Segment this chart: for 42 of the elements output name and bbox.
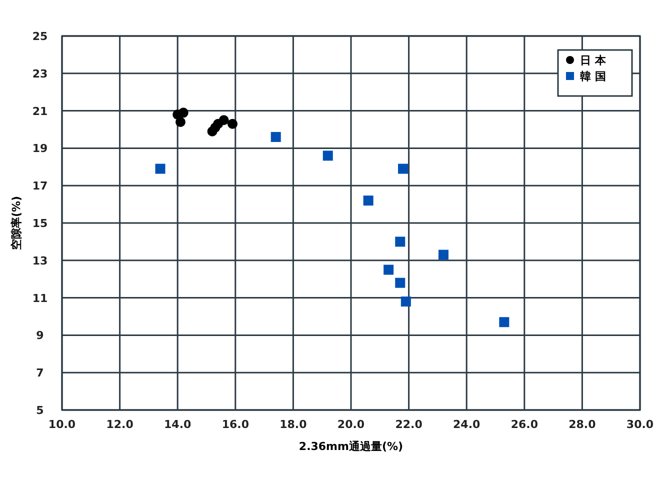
point [438, 250, 448, 260]
x-tick-label: 26.0 [510, 418, 538, 431]
point [395, 278, 406, 288]
point [207, 126, 218, 136]
point [400, 296, 411, 307]
point [322, 150, 333, 161]
y-tick-label: 15 [32, 217, 48, 230]
legend-label: 韓 国 [580, 70, 606, 83]
point [398, 164, 408, 174]
x-tick-label: 10.0 [48, 418, 76, 431]
point [395, 236, 406, 247]
y-tick-label: 9 [36, 329, 44, 342]
x-tick-label: 14.0 [164, 418, 192, 431]
y-axis-title: 空隙率(%) [10, 196, 23, 250]
y-tick-label: 13 [32, 254, 48, 268]
point [155, 164, 166, 174]
x-tick-label: 18.0 [280, 418, 308, 431]
legend-label: 日 本 [580, 54, 607, 67]
point [218, 115, 229, 126]
point [363, 196, 374, 206]
x-tick-label: 20.0 [337, 418, 365, 431]
x-tick-label: 16.0 [222, 418, 250, 431]
point [175, 117, 186, 128]
point [228, 118, 238, 129]
x-tick-label: 30.0 [626, 418, 654, 431]
point [384, 264, 394, 275]
point [172, 110, 183, 120]
point [270, 132, 281, 142]
x-axis-title: 2.36mm通過量(%) [298, 440, 404, 453]
y-tick-label: 5 [36, 404, 44, 417]
y-tick-label: 21 [32, 104, 48, 118]
y-tick-label: 7 [36, 366, 44, 380]
x-tick-label: 12.0 [106, 418, 134, 431]
y-tick-label: 17 [32, 180, 48, 193]
y-tick-label: 11 [32, 292, 48, 305]
x-tick-label: 28.0 [568, 418, 596, 431]
x-tick-label: 22.0 [395, 418, 423, 431]
x-tick-label: 24.0 [453, 418, 481, 431]
point [499, 317, 510, 328]
y-tick-label: 23 [32, 67, 48, 80]
y-tick-label: 25 [32, 30, 48, 43]
y-tick-label: 19 [32, 142, 48, 156]
